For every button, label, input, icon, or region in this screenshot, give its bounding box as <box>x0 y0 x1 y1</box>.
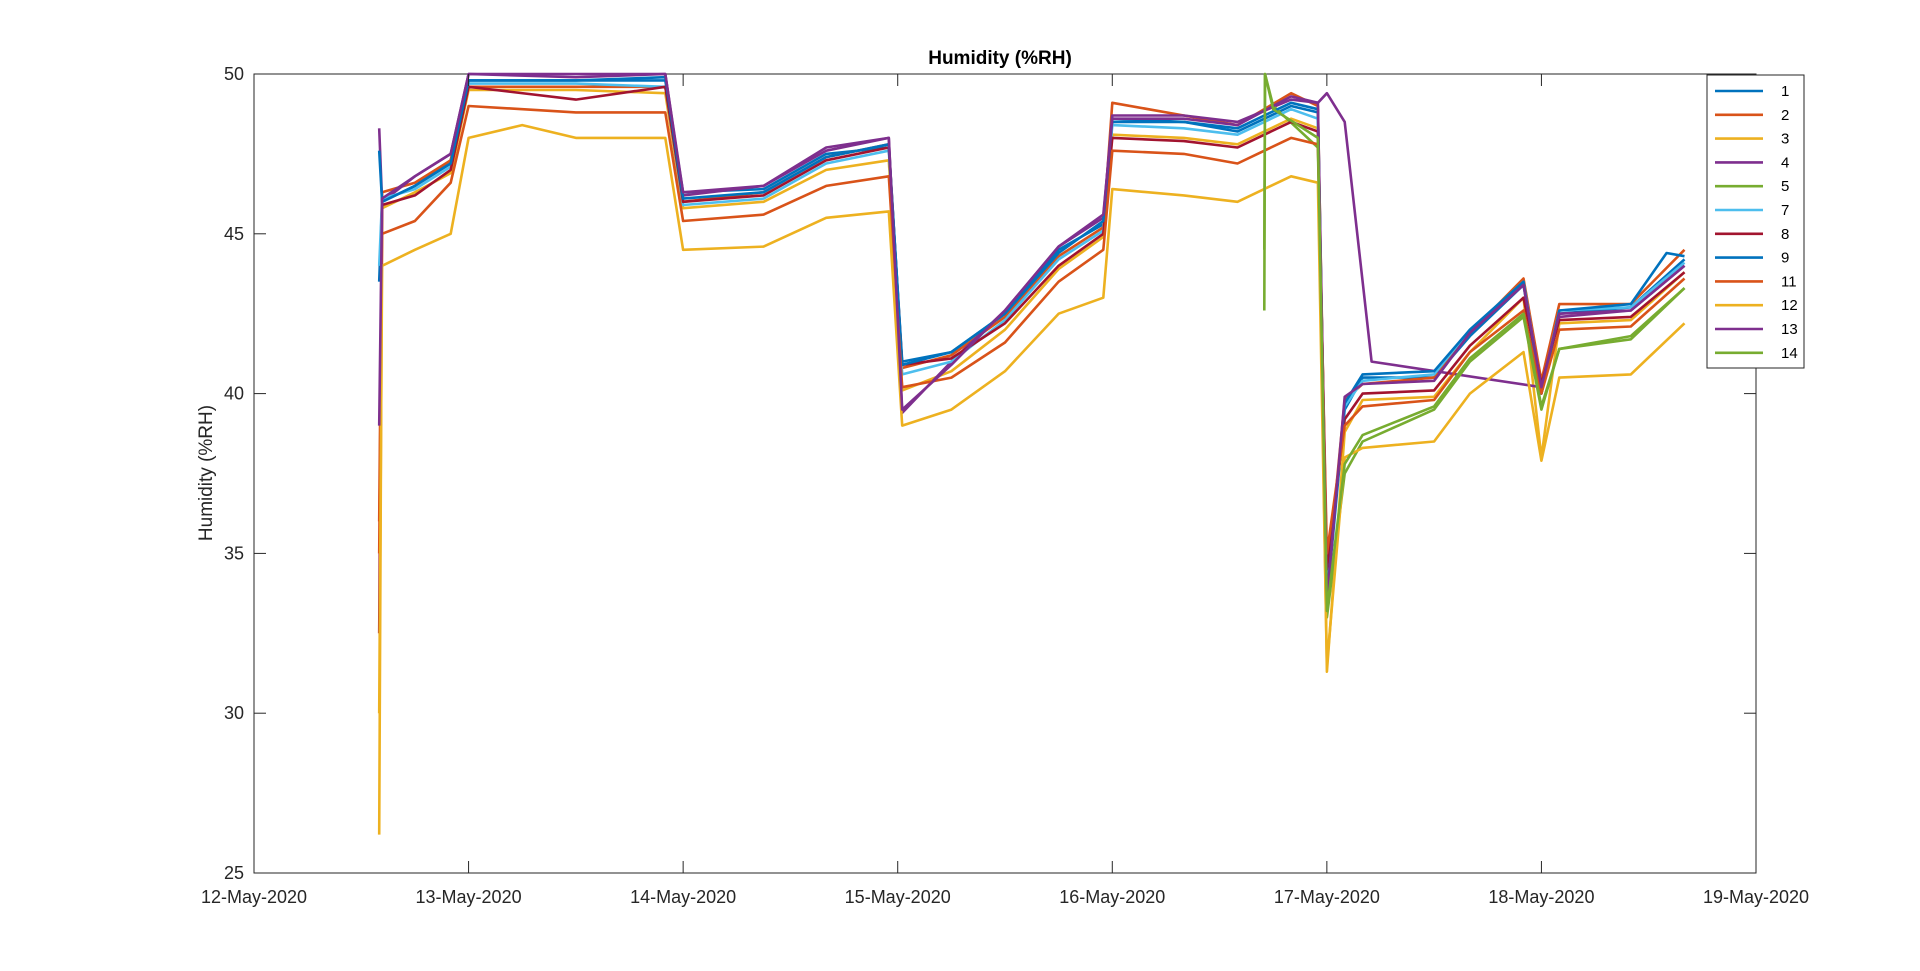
series-layer <box>377 72 1686 835</box>
x-tick-label: 12-May-2020 <box>201 887 307 907</box>
x-tick-label: 19-May-2020 <box>1703 887 1809 907</box>
x-tick-label: 14-May-2020 <box>630 887 736 907</box>
chart-title: Humidity (%RH) <box>928 48 1072 69</box>
legend-box <box>1706 74 1805 369</box>
legend-label-3: 3 <box>1781 131 1789 148</box>
series-line-12 <box>377 123 1686 714</box>
y-tick-labels: 25 30 35 40 45 50 <box>224 64 244 883</box>
y-tick-label: 50 <box>224 64 244 84</box>
legend-label-5: 5 <box>1781 178 1789 195</box>
legend-label-1: 1 <box>1781 83 1789 100</box>
x-tick-label: 18-May-2020 <box>1488 887 1594 907</box>
x-tick-label: 16-May-2020 <box>1059 887 1165 907</box>
legend-label-2: 2 <box>1781 107 1789 124</box>
series-line-11 <box>377 104 1686 555</box>
legend-label-9: 9 <box>1781 250 1789 267</box>
legend-label-13: 13 <box>1781 321 1798 338</box>
series-line-13 <box>377 72 1686 603</box>
x-tick-label: 17-May-2020 <box>1274 887 1380 907</box>
plot-area <box>253 73 1757 874</box>
y-tick-label: 30 <box>224 703 244 723</box>
y-tick-label: 25 <box>224 863 244 883</box>
x-tick-label: 13-May-2020 <box>416 887 522 907</box>
y-tick-label: 35 <box>224 543 244 563</box>
y-tick-label: 45 <box>224 224 244 244</box>
y-axis-label: Humidity (%RH) <box>196 405 217 541</box>
legend-label-14: 14 <box>1781 345 1798 362</box>
legend-label-4: 4 <box>1781 154 1789 171</box>
legend-label-7: 7 <box>1781 202 1789 219</box>
legend-label-11: 11 <box>1781 273 1797 290</box>
series-line-8 <box>377 85 1686 634</box>
series-line-14 <box>1263 72 1686 613</box>
legend-label-8: 8 <box>1781 226 1789 243</box>
x-tick-label: 15-May-2020 <box>845 887 951 907</box>
legend-label-12: 12 <box>1781 297 1798 314</box>
x-tick-labels: 12-May-2020 13-May-2020 14-May-2020 15-May-… <box>201 887 1809 907</box>
y-tick-label: 40 <box>224 384 244 404</box>
